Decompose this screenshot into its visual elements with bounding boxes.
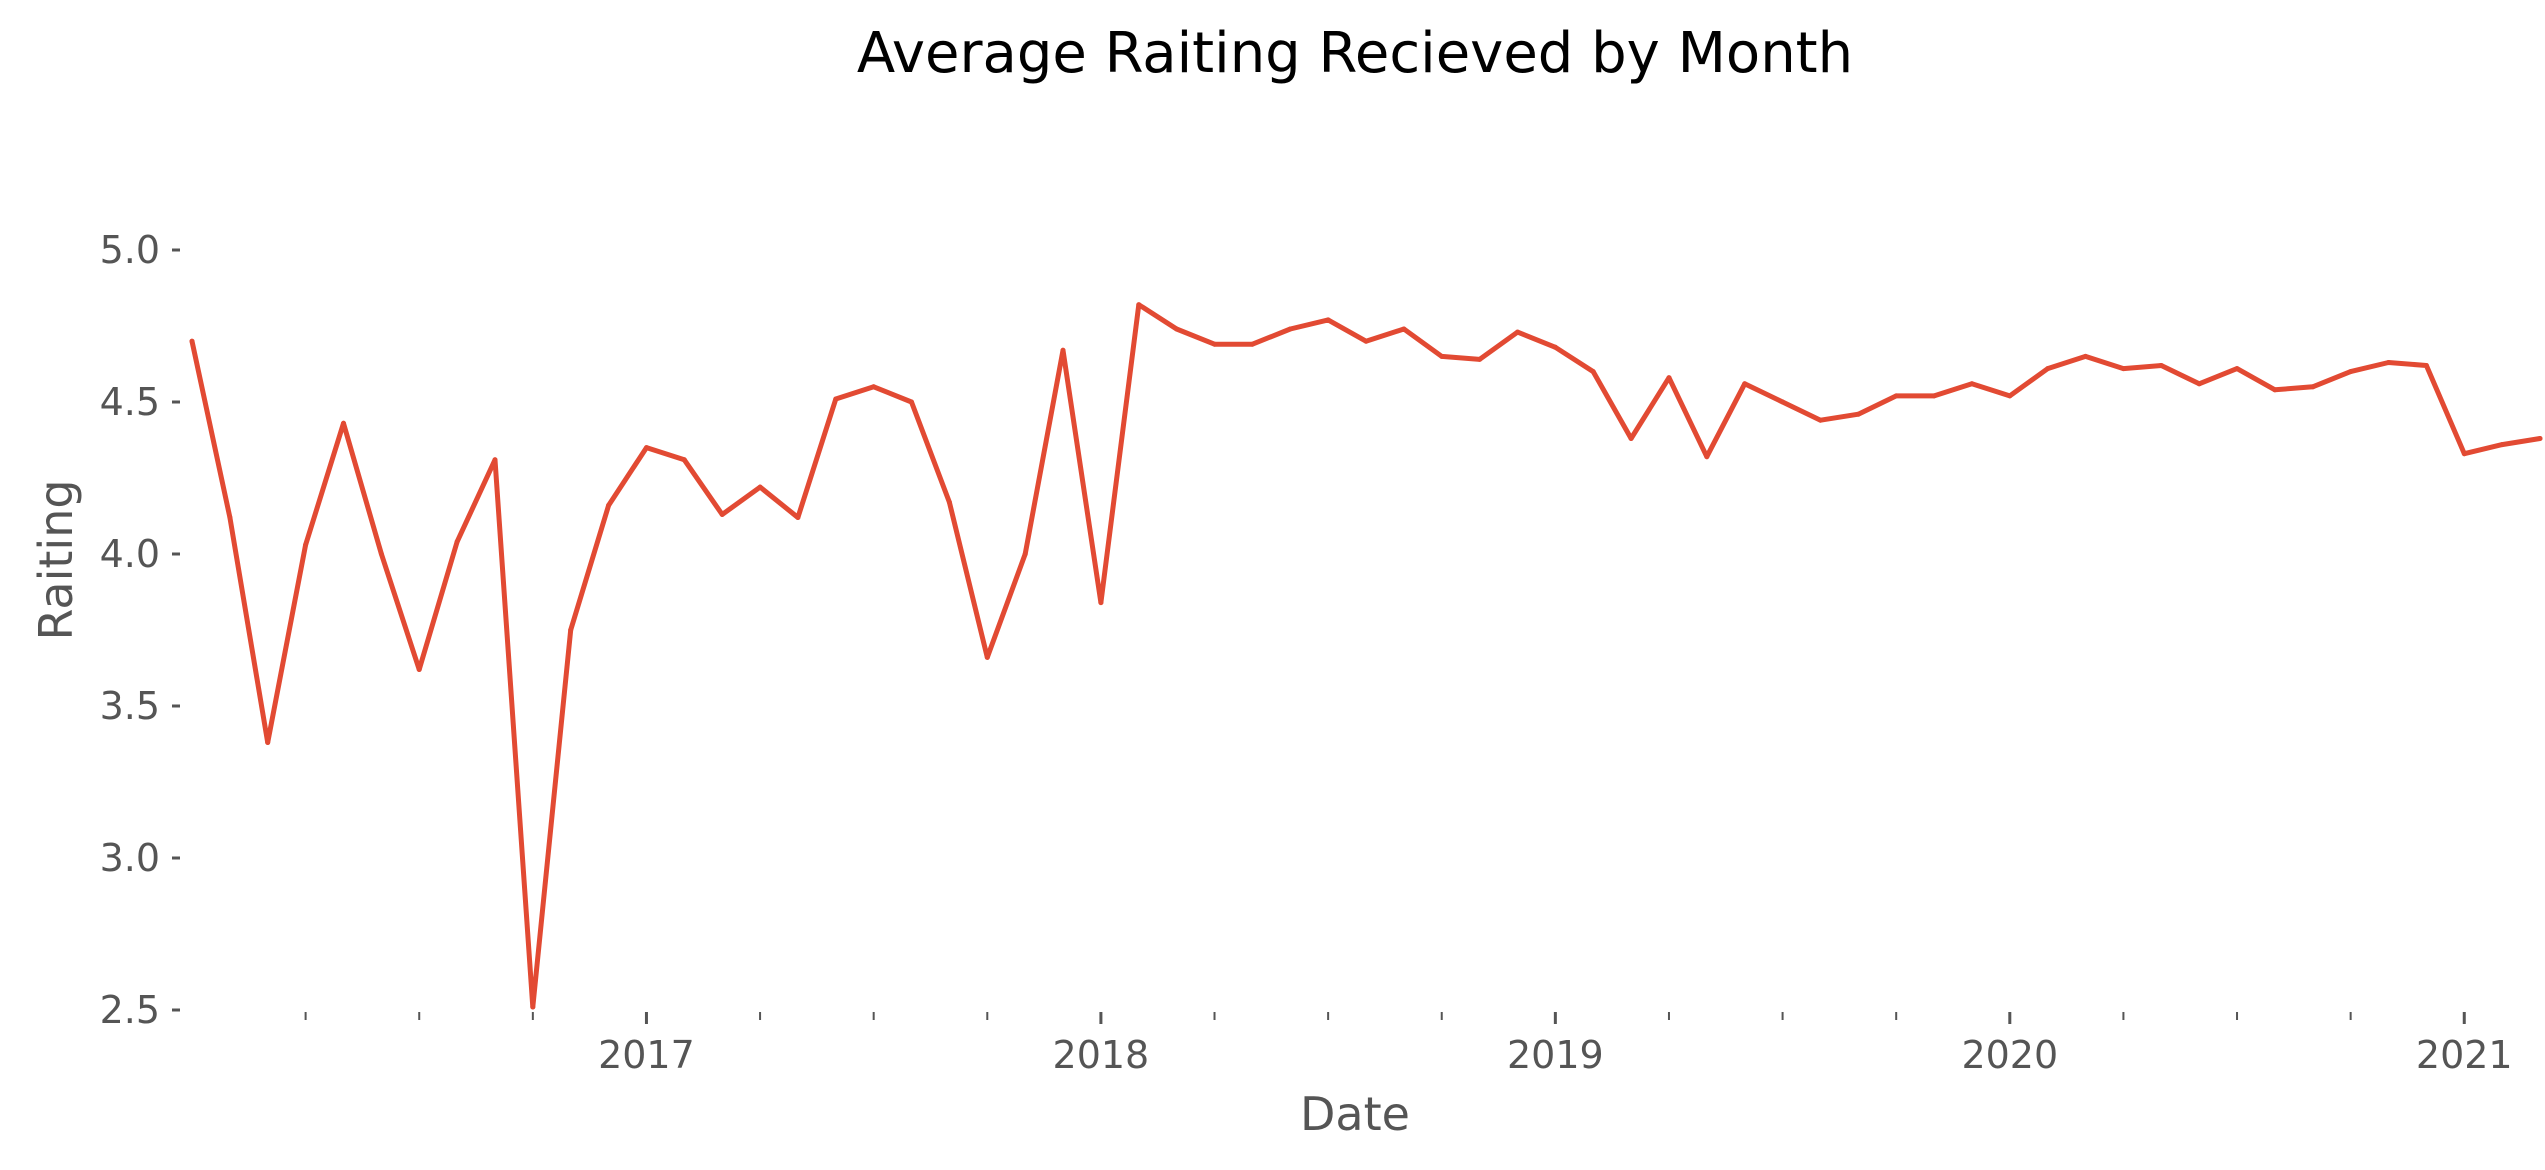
data-point: [1704, 454, 1710, 460]
data-point: [2461, 451, 2467, 457]
data-point: [1515, 329, 1520, 335]
x-axis-label: Date: [1300, 1087, 1410, 1141]
data-point: [2272, 387, 2278, 393]
data-point: [1287, 326, 1293, 332]
data-point: [1439, 353, 1445, 359]
data-point: [1136, 302, 1142, 308]
y-tick-label: 4.0: [100, 532, 160, 576]
y-axis-label: Raiting: [29, 479, 83, 640]
y-tick-label: 3.5: [100, 684, 160, 728]
data-point: [1742, 381, 1748, 387]
data-point: [757, 484, 763, 490]
data-point: [2310, 384, 2316, 390]
data-point: [606, 502, 612, 508]
data-point: [416, 667, 422, 672]
data-point: [1893, 393, 1899, 399]
data-point: [984, 654, 990, 660]
x-tick-label: 2020: [1961, 1033, 2058, 1077]
data-point: [1780, 399, 1786, 405]
x-tick-label: 2021: [2416, 1033, 2513, 1077]
data-point: [795, 515, 801, 520]
data-point: [530, 1004, 536, 1010]
data-point: [1666, 375, 1672, 381]
data-point: [1552, 344, 1558, 350]
data-point: [2234, 366, 2240, 372]
x-tick-label: 2019: [1507, 1033, 1604, 1077]
data-point: [1401, 326, 1407, 332]
data-point: [1098, 600, 1104, 606]
data-point: [454, 539, 460, 545]
data-point: [189, 338, 195, 344]
data-point: [1022, 551, 1028, 557]
data-point: [1174, 326, 1180, 332]
data-point: [2083, 353, 2088, 359]
y-tick-label: 2.5: [100, 988, 160, 1032]
data-point: [492, 457, 498, 463]
x-tick-label: 2018: [1053, 1033, 1150, 1077]
data-point: [568, 627, 574, 633]
data-point: [2196, 381, 2202, 387]
x-axis: 2017 2018 2019 2020 2021: [304, 1012, 2513, 1077]
data-point: [2348, 369, 2354, 375]
data-point: [1249, 341, 1255, 347]
chart-title: Average Raiting Recieved by Month: [857, 21, 1853, 86]
y-axis: 2.5 3.0 3.5 4.0 4.5 5.0: [100, 228, 180, 1032]
y-tick-label: 4.5: [100, 380, 160, 424]
data-point: [1363, 338, 1369, 344]
data-point: [833, 396, 839, 402]
data-point: [1818, 417, 1823, 423]
data-point: [719, 512, 725, 517]
data-point: [341, 420, 346, 426]
data-point: [2120, 366, 2126, 372]
data-point: [378, 551, 384, 557]
y-tick-label: 3.0: [100, 836, 160, 880]
data-point: [946, 499, 952, 505]
data-point: [265, 740, 271, 745]
data-point: [2499, 442, 2505, 448]
series-group: [189, 302, 2543, 1010]
data-point: [2007, 393, 2013, 399]
data-point: [909, 399, 914, 405]
data-point: [2386, 360, 2391, 365]
data-point: [227, 515, 233, 520]
data-point: [1628, 436, 1634, 441]
data-point: [1477, 356, 1483, 362]
series-line: [189, 302, 2543, 1010]
data-point: [1212, 341, 1217, 347]
data-point: [1325, 317, 1331, 323]
data-point: [644, 445, 649, 451]
data-point: [2423, 363, 2429, 368]
data-point: [303, 542, 309, 548]
data-point: [2158, 363, 2164, 368]
data-point: [1590, 369, 1596, 375]
data-point: [871, 384, 877, 390]
data-point: [1969, 381, 1975, 387]
data-point: [681, 457, 687, 463]
data-point: [2045, 366, 2051, 372]
data-point: [1931, 393, 1937, 399]
data-point: [1855, 411, 1861, 417]
y-tick-label: 5.0: [100, 228, 160, 272]
data-point: [2537, 436, 2543, 441]
data-point: [1060, 347, 1066, 353]
x-tick-label: 2017: [598, 1033, 695, 1077]
